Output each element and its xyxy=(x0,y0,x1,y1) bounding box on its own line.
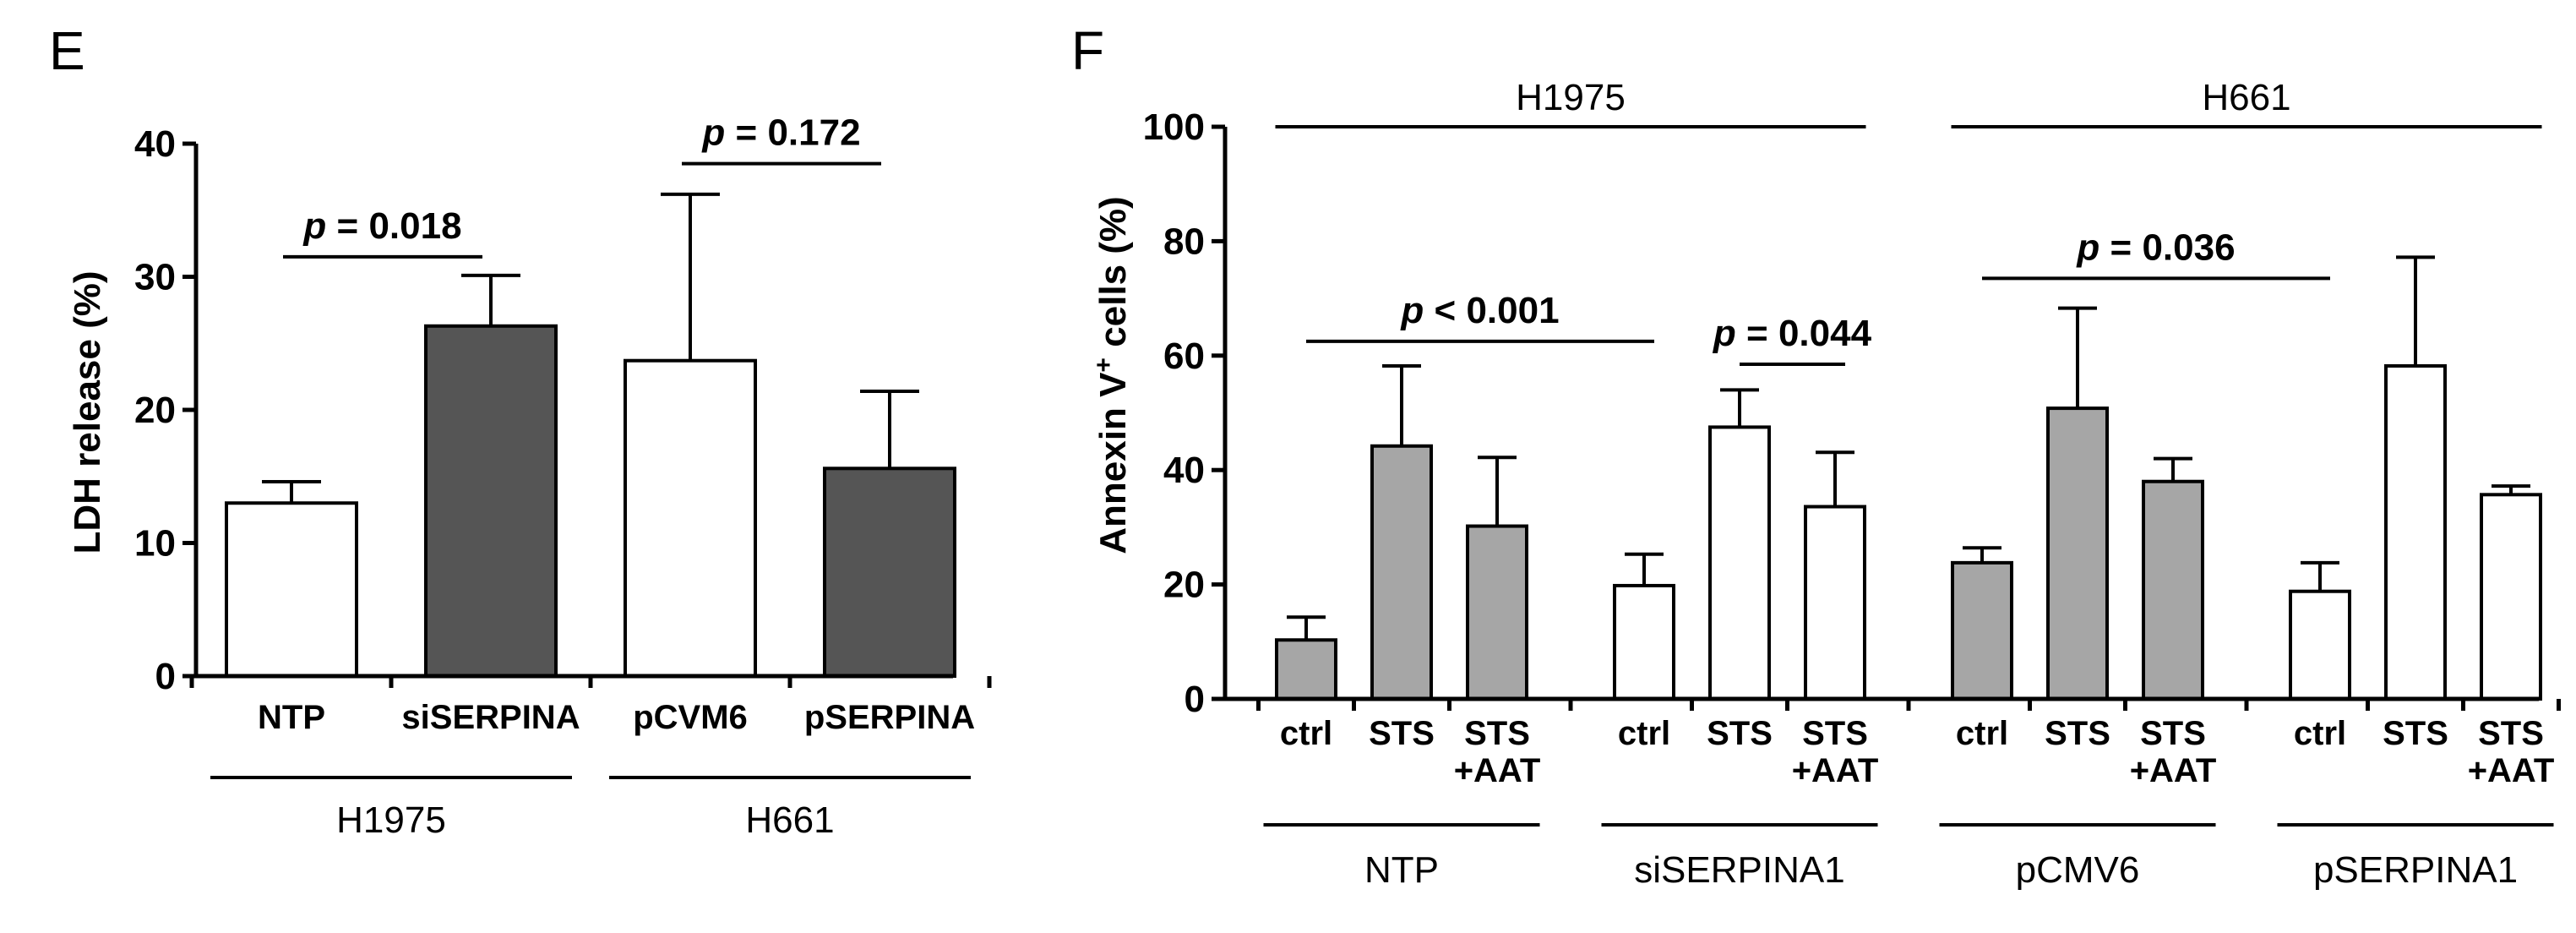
panel-f-top-group-label: H661 xyxy=(2202,77,2290,118)
panel-f-y-tick-label: 40 xyxy=(1163,450,1205,491)
panel-e-category-label-line: pCVM6 xyxy=(633,699,748,736)
panel-f-category-label: STS xyxy=(1707,715,1773,752)
panel-f-category-label-line: +AAT xyxy=(2468,752,2555,789)
panel-f-bar xyxy=(2289,589,2351,701)
panel-f-significance-label: p = 0.044 xyxy=(1713,313,1872,354)
panel-e-y-tick-label: 10 xyxy=(134,523,176,565)
panel-f-category-label: STS +AAT xyxy=(1454,715,1541,789)
panel-e-group-label: H661 xyxy=(745,799,834,841)
panel-f-y-axis-label-sup: + xyxy=(1090,357,1118,373)
panel-f-group-label: pCMV6 xyxy=(2016,849,2140,891)
panel-f-significance-label: p = 0.036 xyxy=(2076,226,2235,268)
panel-f-category-label-line: ctrl xyxy=(2294,715,2346,752)
panel-f-bar xyxy=(1804,505,1866,701)
panel-e-ldh-chart: LDH release (%) 0 10 20 30 40 NTP siSERPINA pCV… xyxy=(67,112,992,841)
panel-f-y-axis-label: Annexin V+ cells (%) xyxy=(1090,196,1135,554)
panel-f-significance-p: p xyxy=(1400,290,1424,331)
panel-e-y-tick-label: 20 xyxy=(134,390,176,431)
panel-e-y-tick-label: 0 xyxy=(155,656,176,697)
panel-e-bar xyxy=(624,358,757,678)
panel-f-y-axis-label-main: Annexin V xyxy=(1092,372,1134,554)
panel-f-bar xyxy=(2480,493,2542,701)
panel-f-category-label-line: STS xyxy=(1369,715,1435,752)
panel-e-category-label-line: siSERPINA xyxy=(401,699,580,736)
panel-e-category-label: pCVM6 xyxy=(633,699,748,736)
panel-f-category-label-line: STS xyxy=(2045,715,2110,752)
panel-f-y-tick-label: 20 xyxy=(1163,565,1205,606)
panel-f-category-label-line: +AAT xyxy=(1792,752,1879,789)
panel-f-category-label: ctrl xyxy=(1956,715,2008,752)
panel-f-bar xyxy=(1613,583,1675,701)
panel-f-category-label-line: STS xyxy=(1464,715,1530,752)
panel-e-y-tick-label: 30 xyxy=(134,257,176,298)
panel-f-category-label: STS xyxy=(2383,715,2448,752)
panel-f-bar xyxy=(1275,638,1337,701)
panel-f-significance-value: = 0.036 xyxy=(2099,226,2235,268)
panel-f-category-label-line: ctrl xyxy=(1280,715,1332,752)
panel-f-category-label-line: ctrl xyxy=(1618,715,1670,752)
panel-e-y-tick-label: 40 xyxy=(134,123,176,165)
panel-f-y-tick-label: 100 xyxy=(1143,106,1205,148)
panel-f-category-label: ctrl xyxy=(2294,715,2346,752)
panel-f-y-tick-label: 60 xyxy=(1163,336,1205,377)
panel-f-group-label: siSERPINA1 xyxy=(1634,849,1844,891)
panel-letter-f: F xyxy=(1071,20,1104,81)
panel-e-category-label: NTP xyxy=(258,699,325,736)
panel-e-bar xyxy=(424,324,558,678)
panel-e-group-label: H1975 xyxy=(336,799,446,841)
panel-f-category-label-line: STS xyxy=(1707,715,1773,752)
panel-e-category-label: siSERPINA xyxy=(401,699,580,736)
panel-f-significance-p: p xyxy=(2076,226,2099,268)
panel-f-annexin-chart: Annexin V+ cells (%) 0 20 40 60 80 100 ctrl STS… xyxy=(1090,77,2561,891)
panel-f-y-tick-label: 0 xyxy=(1185,679,1205,720)
panel-f-y-axis-label-end: cells (%) xyxy=(1092,196,1134,357)
panel-f-category-label-line: +AAT xyxy=(2130,752,2217,789)
panel-f-category-label: STS xyxy=(1369,715,1435,752)
panel-f-top-group-label: H1975 xyxy=(1516,77,1626,118)
panel-f-significance-value: = 0.044 xyxy=(1736,313,1872,354)
panel-f-category-label: ctrl xyxy=(1280,715,1332,752)
panel-e-y-axis-label: LDH release (%) xyxy=(67,270,108,554)
panel-f-bar xyxy=(1466,524,1528,701)
panel-letter-e: E xyxy=(49,20,85,81)
panel-e-significance-value: = 0.018 xyxy=(326,205,461,247)
panel-f-category-label: STS +AAT xyxy=(1792,715,1879,789)
panel-f-bar xyxy=(1708,425,1771,701)
panel-f-y-tick-label: 80 xyxy=(1163,221,1205,262)
panel-f-group-label: NTP xyxy=(1364,849,1439,891)
panel-f-category-label-line: ctrl xyxy=(1956,715,2008,752)
panel-f-group-label: pSERPINA1 xyxy=(2313,849,2518,891)
panel-e-category-label-line: NTP xyxy=(258,699,325,736)
panel-f-category-label-line: STS xyxy=(2478,715,2544,752)
panel-f-bar xyxy=(2384,363,2447,701)
panel-e-significance-label: p = 0.172 xyxy=(701,112,860,154)
panel-e-category-label-line: pSERPINA xyxy=(804,699,975,736)
panel-f-category-label-line: STS xyxy=(2140,715,2206,752)
panel-f-bar xyxy=(2046,406,2109,701)
panel-f-category-label-line: STS xyxy=(1802,715,1868,752)
panel-f-category-label: STS xyxy=(2045,715,2110,752)
panel-f-category-label: ctrl xyxy=(1618,715,1670,752)
panel-f-significance-value: < 0.001 xyxy=(1424,290,1559,331)
panel-e-significance-p: p xyxy=(302,205,326,247)
panel-f-bar xyxy=(1951,560,2013,701)
panel-f-category-label-line: +AAT xyxy=(1454,752,1541,789)
panel-f-significance-label: p < 0.001 xyxy=(1400,290,1559,331)
panel-e-significance-value: = 0.172 xyxy=(725,112,860,154)
panel-f-significance-p: p xyxy=(1713,313,1736,354)
panel-e-bar xyxy=(225,501,358,678)
panel-f-category-label-line: STS xyxy=(2383,715,2448,752)
panel-e-significance-label: p = 0.018 xyxy=(302,205,461,247)
panel-e-significance-p: p xyxy=(701,112,725,154)
panel-f-bar xyxy=(2142,479,2204,701)
panel-f-category-label: STS +AAT xyxy=(2130,715,2217,789)
panel-e-category-label: pSERPINA xyxy=(804,699,975,736)
panel-f-bar xyxy=(1370,444,1433,701)
panel-e-bar xyxy=(823,466,956,678)
panel-f-category-label: STS +AAT xyxy=(2468,715,2555,789)
